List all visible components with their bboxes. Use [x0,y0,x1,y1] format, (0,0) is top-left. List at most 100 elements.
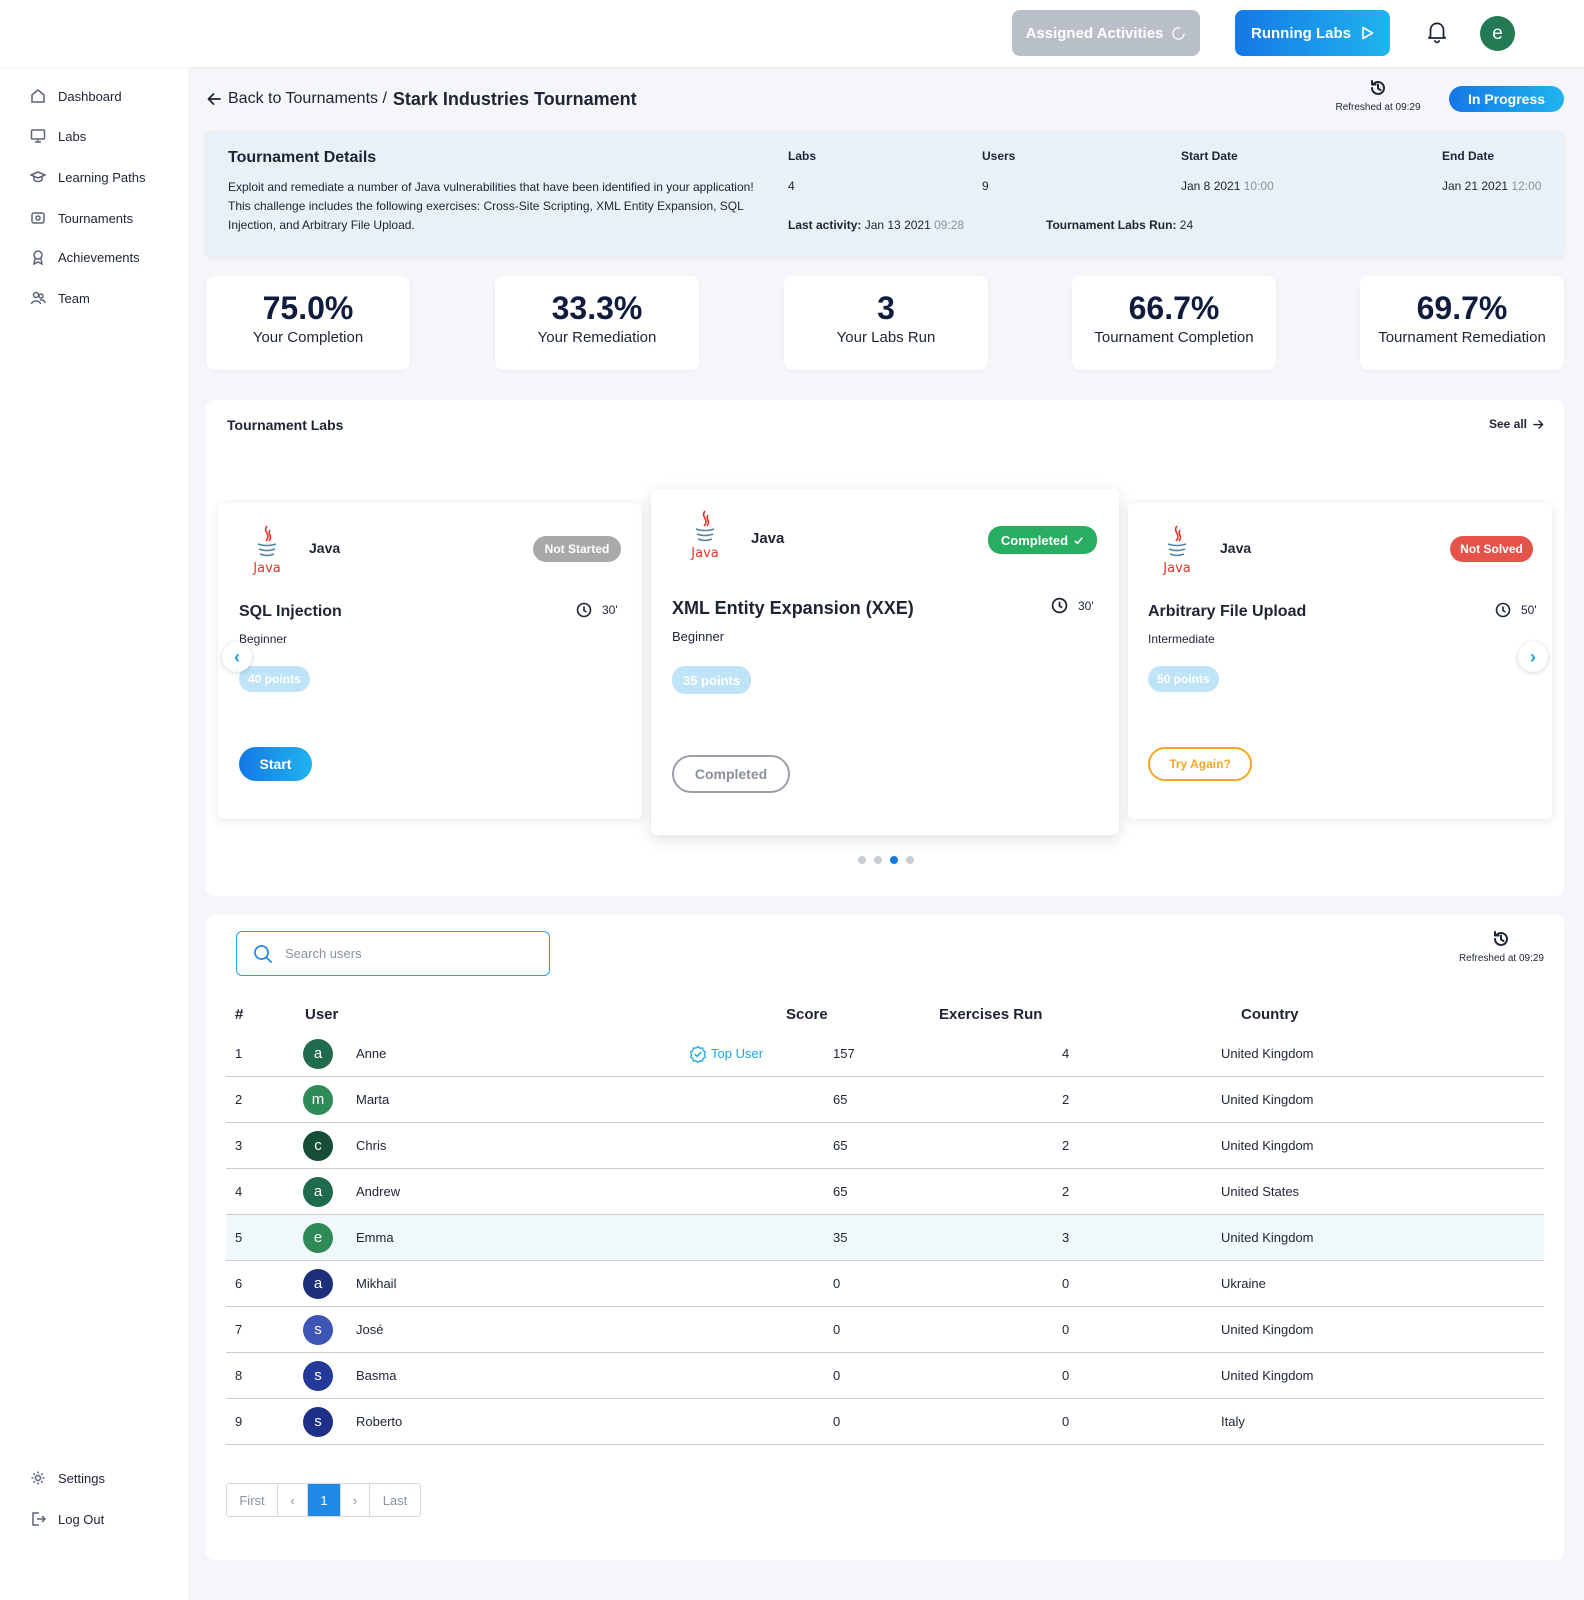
logout-icon [32,1512,46,1526]
column-exercises-run: Exercises Run [939,1006,1043,1023]
check-icon [1074,536,1083,544]
end-date: End Date Jan 21 2021 12:00 [1442,149,1541,193]
country-cell: United Kingdom [1221,1322,1314,1337]
stat-value: 75.0% [262,290,354,326]
sidebar-item-achievements[interactable]: Achievements [30,245,140,269]
carousel-dot[interactable] [858,856,866,864]
start-date-value: Jan 8 2021 [1181,179,1241,193]
refresh-status[interactable]: Refreshed at 09:29 [1323,78,1433,113]
prev-page-button[interactable]: ‹ [278,1484,308,1516]
carousel-dot-active[interactable] [890,856,898,864]
country-cell: United Kingdom [1221,1368,1314,1383]
column-score: Score [786,1006,828,1023]
avatar-letter: e [303,1222,333,1253]
search-input[interactable]: Search users [236,931,550,976]
lab-level: Intermediate [1148,632,1215,646]
sidebar-item-learning-paths[interactable]: Learning Paths [30,165,145,189]
page-1-button[interactable]: 1 [308,1484,341,1516]
gear-icon [31,1471,45,1485]
carousel-dot[interactable] [874,856,882,864]
clock-icon [1051,597,1068,614]
duration-value: 30' [1078,598,1094,613]
labs-run-label: Tournament Labs Run: [1046,218,1177,232]
first-page-button[interactable]: First [227,1484,278,1516]
stat-tournament-remediation: 69.7% Tournament Remediation [1360,276,1564,370]
sidebar-item-dashboard[interactable]: Dashboard [30,84,122,108]
assigned-activities-button[interactable]: Assigned Activities [1012,10,1200,56]
score-cell: 65 [833,1092,848,1107]
country-cell: United Kingdom [1221,1138,1314,1153]
graduation-cap-icon [30,171,46,183]
exercises-run-cell: 0 [1062,1414,1070,1429]
table-row[interactable]: 5 e Emma 35 3 United Kingdom [226,1215,1544,1261]
see-all-link[interactable]: See all [1489,417,1544,431]
avatar: m [303,1077,333,1122]
country-cell: United Kingdom [1221,1230,1314,1245]
user-avatar[interactable]: e [1480,16,1515,51]
status-badge: Completed [988,526,1097,554]
score-cell: 0 [833,1322,841,1337]
carousel-prev-button[interactable]: ‹ [222,642,252,672]
table-row[interactable]: 4 a Andrew 65 2 United States [226,1169,1544,1215]
exercises-run-cell: 3 [1062,1230,1070,1245]
points-badge: 50 points [1148,666,1219,692]
avatar: c [303,1123,333,1168]
carousel-dot[interactable] [906,856,914,864]
sidebar-item-label: Labs [58,128,87,144]
table-row[interactable]: 9 s Roberto 0 0 Italy [226,1399,1544,1445]
bell-icon[interactable] [1424,18,1450,44]
rank-cell: 4 [235,1184,243,1199]
carousel-next-button[interactable]: › [1518,642,1548,672]
lab-card[interactable]: Java Java Not Started SQL Injection 30' … [218,503,642,819]
sidebar-item-logout[interactable]: Log Out [30,1507,104,1531]
sidebar-item-label: Tournaments [58,210,134,226]
lab-duration: 50' [1495,602,1537,618]
avatar-letter: s [303,1360,333,1391]
page-title: Stark Industries Tournament [392,88,637,109]
points-badge: 40 points [239,666,310,692]
sidebar-item-label: Settings [58,1470,105,1486]
tournament-labs-panel: Tournament Labs See all Java Java Not St… [206,400,1564,896]
table-row[interactable]: 2 m Marta 65 2 United Kingdom [226,1077,1544,1123]
user-name: Roberto [356,1414,403,1429]
sidebar-item-tournaments[interactable]: Tournaments [30,206,133,230]
stat-label: Your Remediation [537,329,657,346]
breadcrumb: Back to Tournaments / Stark Industries T… [206,86,637,112]
java-logo-icon: Java [690,510,719,561]
country-cell: United Kingdom [1221,1046,1314,1061]
exercises-run-cell: 0 [1062,1368,1070,1383]
java-logo-icon: Java [1162,525,1191,576]
sidebar-item-labs[interactable]: Labs [30,124,86,148]
table-row[interactable]: 7 s José 0 0 United Kingdom [226,1307,1544,1353]
award-icon [33,250,43,265]
pagination: First ‹ 1 › Last [226,1483,421,1517]
search-placeholder: Search users [285,946,362,961]
arrow-right-icon [1533,419,1544,429]
refresh-status[interactable]: Refreshed at 09:29 [1459,929,1544,964]
start-button[interactable]: Start [239,747,312,781]
avatar: a [303,1031,333,1076]
table-row[interactable]: 1 a Anne Top User 157 4 United Kingdom [226,1031,1544,1077]
svg-text:Java: Java [1162,561,1190,576]
sidebar-item-team[interactable]: Team [30,286,90,310]
verified-badge-icon [689,1045,707,1063]
last-activity-date: Jan 13 2021 [864,218,931,232]
stat-label: Your Labs Run [836,329,936,346]
sidebar-item-settings[interactable]: Settings [30,1466,105,1490]
stat-value: 66.7% [1128,290,1220,326]
exercises-run-cell: 0 [1062,1276,1070,1291]
avatar: a [303,1261,333,1306]
table-row[interactable]: 3 c Chris 65 2 United Kingdom [226,1123,1544,1169]
sidebar: Dashboard Labs Learning Paths Tournament… [0,67,188,1600]
next-page-button[interactable]: › [341,1484,370,1516]
lab-card-featured[interactable]: Java Java Completed XML Entity Expansion… [651,489,1119,835]
lab-card[interactable]: Java Java Not Solved Arbitrary File Uplo… [1128,503,1552,819]
last-page-button[interactable]: Last [382,1492,408,1508]
back-to-tournaments-link[interactable]: Back to Tournaments / [206,90,387,108]
table-row[interactable]: 8 s Basma 0 0 United Kingdom [226,1353,1544,1399]
completed-button[interactable]: Completed [672,755,790,793]
running-labs-button[interactable]: Running Labs [1235,10,1390,56]
table-row[interactable]: 6 a Mikhail 0 0 Ukraine [226,1261,1544,1307]
try-again-button[interactable]: Try Again? [1148,747,1252,781]
rank-cell: 8 [235,1368,243,1383]
